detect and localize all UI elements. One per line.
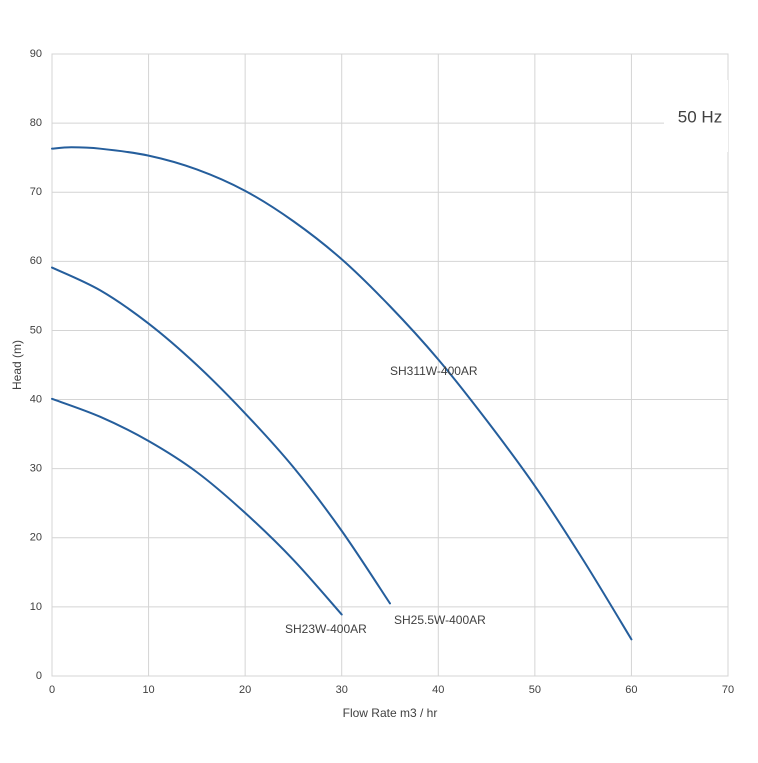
x-tick-label: 70 xyxy=(722,684,734,696)
y-tick-label: 0 xyxy=(36,670,42,682)
plot-area xyxy=(51,53,729,677)
y-tick-label: 20 xyxy=(30,532,42,544)
y-tick-label: 30 xyxy=(30,463,42,475)
lines xyxy=(51,146,633,641)
y-tick-label: 90 xyxy=(30,48,42,60)
series-label: SH311W-400AR xyxy=(390,364,478,378)
y-axis-label: Head (m) xyxy=(10,340,24,390)
x-tick-label: 0 xyxy=(49,684,55,696)
y-tick-label: 60 xyxy=(30,255,42,267)
x-tick-label: 10 xyxy=(142,684,154,696)
x-tick-label: 50 xyxy=(529,684,541,696)
curve xyxy=(51,266,391,605)
x-tick-label: 30 xyxy=(336,684,348,696)
x-tick-label: 60 xyxy=(625,684,637,696)
grid xyxy=(51,53,729,677)
series-label: SH23W-400AR xyxy=(285,622,367,636)
x-axis-label: Flow Rate m3 / hr xyxy=(343,706,438,720)
y-tick-label: 50 xyxy=(30,324,42,336)
y-tick-label: 80 xyxy=(30,117,42,129)
y-tick-label: 10 xyxy=(30,601,42,613)
curve xyxy=(51,397,343,616)
frequency-annotation: 50 Hz xyxy=(678,107,722,126)
annotation-box xyxy=(664,80,728,152)
y-tick-label: 70 xyxy=(30,186,42,198)
series-label: SH25.5W-400AR xyxy=(394,613,486,627)
curve xyxy=(51,146,633,641)
y-tick-label: 40 xyxy=(30,393,42,405)
x-tick-label: 20 xyxy=(239,684,251,696)
x-tick-label: 40 xyxy=(432,684,444,696)
